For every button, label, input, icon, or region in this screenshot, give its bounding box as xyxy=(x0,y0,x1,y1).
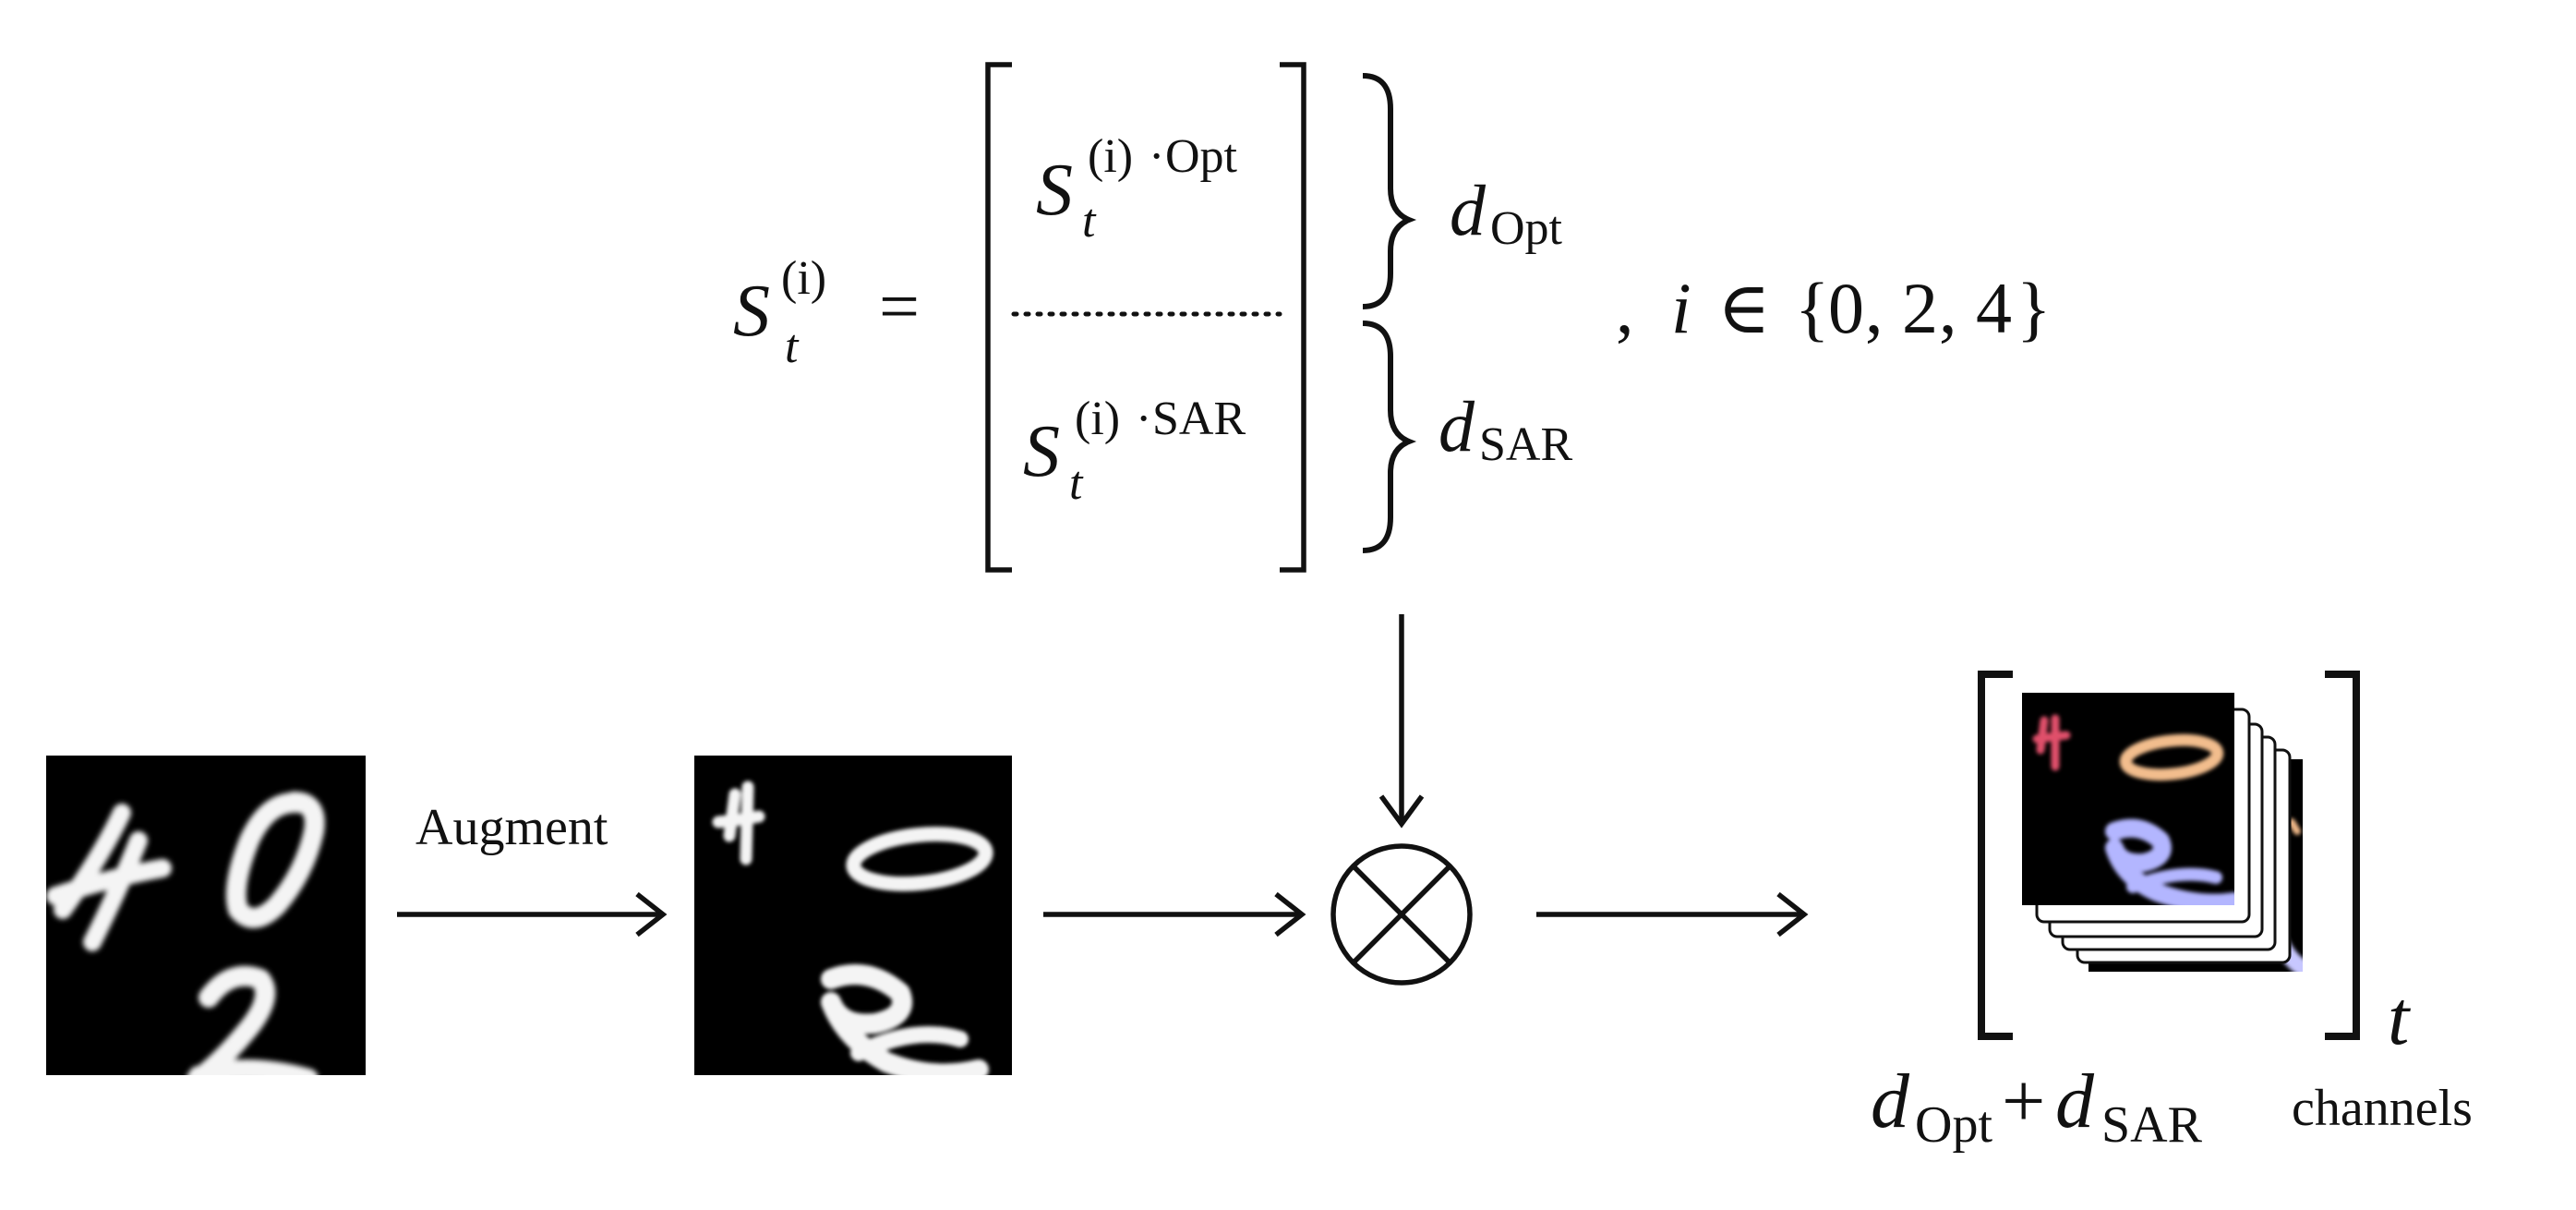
svg-text:SAR: SAR xyxy=(2101,1096,2203,1154)
output-right-bracket xyxy=(2325,671,2360,1040)
brace-top xyxy=(1362,73,1417,309)
svg-text:channels: channels xyxy=(2292,1080,2473,1137)
svg-text:(i): (i) xyxy=(1088,130,1133,183)
svg-text:}: } xyxy=(2016,268,2051,348)
index-value-0: 0 xyxy=(1828,268,1864,348)
svg-text:{: { xyxy=(1795,268,1829,348)
augment-arrow xyxy=(397,891,668,938)
svg-text:d: d xyxy=(1450,170,1487,250)
down-arrow xyxy=(1378,614,1425,829)
svg-text:,: , xyxy=(1616,268,1634,348)
svg-text:,: , xyxy=(1939,268,1957,348)
svg-text:SAR: SAR xyxy=(1152,393,1246,445)
stack-front-frame xyxy=(2022,693,2234,905)
brace-bottom xyxy=(1362,321,1417,553)
output-left-bracket xyxy=(1978,671,2013,1040)
state-equation: S (i) t = S (i) · Opt t S (i) · SAR t xyxy=(733,62,2051,573)
index-set-clause: , i ∈ { 0 , 2 , 4 } xyxy=(1616,268,2051,348)
original-digits-image xyxy=(46,756,366,1075)
svg-text:t: t xyxy=(785,321,800,373)
svg-text:SAR: SAR xyxy=(1479,418,1572,471)
svg-text:·: · xyxy=(1149,130,1164,183)
to-output-arrow xyxy=(1536,891,1809,938)
svg-text:·: · xyxy=(1136,393,1151,445)
svg-text:Opt: Opt xyxy=(1915,1096,1992,1154)
svg-text:(i): (i) xyxy=(781,252,826,305)
svg-text:Opt: Opt xyxy=(1165,130,1238,183)
matrix-right-bracket xyxy=(1280,62,1306,573)
index-value-2: 2 xyxy=(1902,268,1938,348)
svg-text:+: + xyxy=(2002,1059,2045,1144)
d-opt-label: d Opt xyxy=(1450,170,1563,255)
svg-text:S: S xyxy=(1036,150,1073,231)
svg-text:S: S xyxy=(733,271,770,352)
matrix-top-entry: S (i) · Opt t xyxy=(1036,130,1238,248)
svg-text:d: d xyxy=(2055,1059,2095,1144)
augment-label: Augment xyxy=(415,799,608,856)
svg-text:d: d xyxy=(1871,1059,1910,1144)
svg-text:t: t xyxy=(1082,195,1097,248)
index-value-4: 4 xyxy=(1976,268,2012,348)
matrix-bottom-entry: S (i) · SAR t xyxy=(1023,393,1246,510)
svg-text:t: t xyxy=(1069,457,1084,510)
channels-label: d Opt + d SAR channels xyxy=(1871,1059,2473,1154)
circled-times-icon xyxy=(1330,843,1473,986)
equals-sign: = xyxy=(879,266,920,346)
lhs-symbol: S (i) t xyxy=(733,252,826,373)
output-time-index: t xyxy=(2388,975,2412,1061)
augmented-digits-image xyxy=(694,756,1012,1075)
to-operator-arrow xyxy=(1043,891,1306,938)
d-sar-label: d SAR xyxy=(1438,386,1572,471)
svg-text:,: , xyxy=(1865,268,1884,348)
output-stack xyxy=(2022,693,2303,972)
matrix-left-bracket xyxy=(985,62,1012,573)
svg-text:∈: ∈ xyxy=(1717,268,1771,348)
svg-text:S: S xyxy=(1023,411,1060,492)
svg-text:Opt: Opt xyxy=(1490,202,1563,255)
svg-text:(i): (i) xyxy=(1075,393,1120,445)
svg-text:i: i xyxy=(1671,268,1691,348)
svg-text:d: d xyxy=(1438,386,1475,466)
